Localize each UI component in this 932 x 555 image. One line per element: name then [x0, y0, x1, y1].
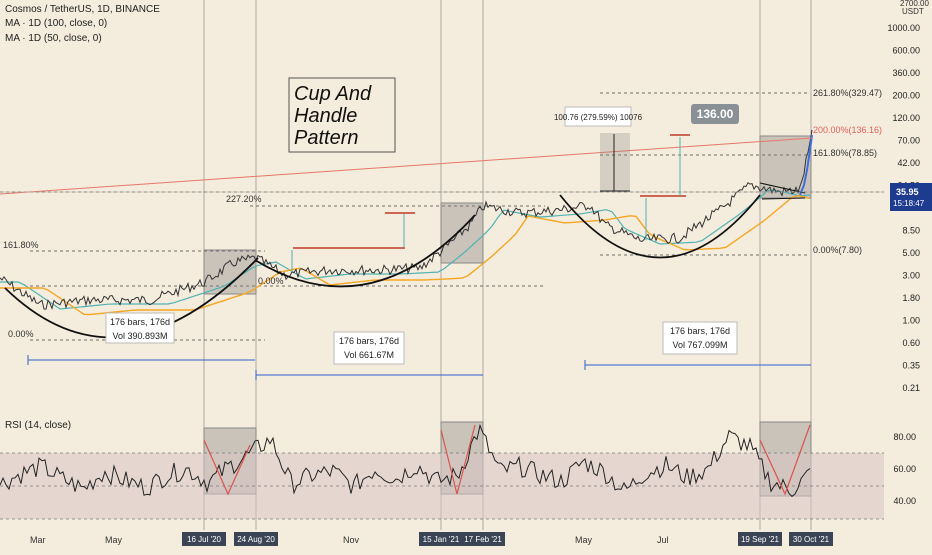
price-tick-label: 1000.00 — [887, 23, 920, 33]
date-tag: 19 Sep '21 — [741, 535, 780, 544]
date-tag-bg — [234, 532, 278, 546]
date-tag: 24 Aug '20 — [237, 535, 275, 544]
fib-left-161: 161.80% — [3, 240, 39, 250]
measure-range-box — [600, 133, 630, 191]
price-tick-label: 1.80 — [902, 293, 920, 303]
ma100-line — [0, 194, 811, 316]
pattern-title-line-2: Handle — [294, 105, 357, 127]
range-box-1-vol: Vol 390.893M — [112, 331, 167, 341]
price-tick-label: 1.00 — [902, 316, 920, 326]
rsi-legend: RSI (14, close) — [5, 420, 71, 431]
price-tick-label: 600.00 — [892, 46, 920, 56]
measure-label-box[interactable] — [564, 106, 632, 127]
measure-label: 100.76 (279.59%) 10076 — [554, 113, 643, 122]
target-badge-value: 136.00 — [697, 107, 734, 121]
rsi-band — [0, 453, 884, 519]
range-box-2-vol: Vol 661.67M — [344, 350, 394, 360]
price-tick-label: 0.60 — [902, 338, 920, 348]
price-axis-top-partial: 2700.00 — [900, 0, 929, 8]
countdown: 15:18:47 — [893, 199, 925, 208]
fib-mid-0: 0.00% — [258, 276, 284, 286]
time-label: May — [575, 535, 593, 545]
price-tick-label: 70.00 — [897, 136, 920, 146]
price-series — [0, 129, 813, 311]
time-label: May — [105, 535, 123, 545]
rsi-tick-label: 60.00 — [893, 464, 916, 474]
price-tick-label: 3.00 — [902, 271, 920, 281]
ma100-legend: MA · 1D (100, close, 0) — [5, 18, 107, 29]
rsi-tick-label: 40.00 — [893, 496, 916, 506]
breakout-leg — [799, 134, 813, 196]
price-tick-label: 0.21 — [902, 383, 920, 393]
fib-left-0: 0.00% — [8, 329, 34, 339]
trendline-top — [0, 137, 813, 195]
target-badge[interactable] — [691, 104, 739, 124]
rsi-divergence-3 — [759, 424, 811, 496]
price-line — [0, 129, 813, 311]
ma50-legend: MA · 1D (50, close, 0) — [5, 33, 102, 44]
handle-upper — [759, 182, 806, 194]
rsi-pane — [0, 423, 884, 520]
pattern-title-line-1: Cup And — [294, 83, 372, 105]
rsi-divergence-2 — [440, 424, 476, 495]
annotations — [0, 133, 884, 380]
price-tick-label: 200.00 — [892, 91, 920, 101]
date-tag-bg — [789, 532, 833, 546]
date-tag-bg — [738, 532, 782, 546]
last-price: 35.95 — [896, 187, 919, 197]
price-tick-label: 8.50 — [902, 226, 920, 236]
fib-left-227: 227.20% — [226, 194, 262, 204]
moving-averages — [0, 189, 811, 316]
pattern-title-box — [288, 77, 396, 153]
price-highlight-box-1 — [203, 249, 257, 295]
price-tick-label: 0.35 — [902, 361, 920, 371]
symbol-title: Cosmos / TetherUS, 1D, BINANCE — [5, 4, 160, 15]
date-tag-bg — [182, 532, 226, 546]
pattern-title-line-3: Pattern — [294, 127, 358, 149]
handle-lower — [761, 197, 806, 200]
date-tag: 30 Oct '21 — [793, 535, 830, 544]
last-price-tag — [890, 183, 932, 211]
horizontal-levels — [0, 92, 884, 341]
time-label: Jul — [657, 535, 669, 545]
price-tick-label: 360.00 — [892, 68, 920, 78]
price-axis-panel[interactable] — [884, 0, 932, 550]
price-highlight-box-2 — [440, 202, 484, 264]
ma50-line — [0, 189, 811, 310]
range-box-1[interactable]: 176 bars, 176d Vol 390.893M — [105, 312, 175, 344]
price-tick-label: 5.00 — [902, 248, 920, 258]
price-tick-label: 42.00 — [897, 158, 920, 168]
price-axis-currency: USDT — [902, 7, 924, 16]
fib-right-0: 0.00%(7.80) — [813, 245, 862, 255]
date-tag: 16 Jul '20 — [187, 535, 222, 544]
time-label: Nov — [343, 535, 360, 545]
date-tag: 15 Jan '21 — [423, 535, 460, 544]
fib-right-161: 161.80%(78.85) — [813, 148, 877, 158]
range-box-2[interactable]: 176 bars, 176d Vol 661.67M — [333, 331, 405, 365]
range-box-3[interactable]: 176 bars, 176d Vol 767.099M — [662, 321, 738, 355]
range-box-2-bars: 176 bars, 176d — [339, 336, 399, 346]
date-tag-bg — [419, 532, 463, 546]
range-box-1-bars: 176 bars, 176d — [110, 317, 170, 327]
fib-right-200: 200.00%(136.16) — [813, 125, 882, 135]
date-tag-bg — [461, 532, 505, 546]
time-label: Mar — [30, 535, 46, 545]
price-tick-label: 120.00 — [892, 113, 920, 123]
cup-curve-3 — [559, 194, 761, 259]
fib-right-261: 261.80%(329.47) — [813, 88, 882, 98]
rsi-divergence-1 — [203, 439, 251, 496]
rsi-tick-label: 80.00 — [893, 432, 916, 442]
cup-curve-2 — [254, 214, 476, 288]
rsi-axis[interactable]: 80.00 60.00 40.00 — [893, 432, 916, 506]
date-tag: 17 Feb '21 — [464, 535, 502, 544]
rsi-line — [0, 423, 811, 498]
range-box-3-vol: Vol 767.099M — [672, 340, 727, 350]
range-box-3-bars: 176 bars, 176d — [670, 326, 730, 336]
